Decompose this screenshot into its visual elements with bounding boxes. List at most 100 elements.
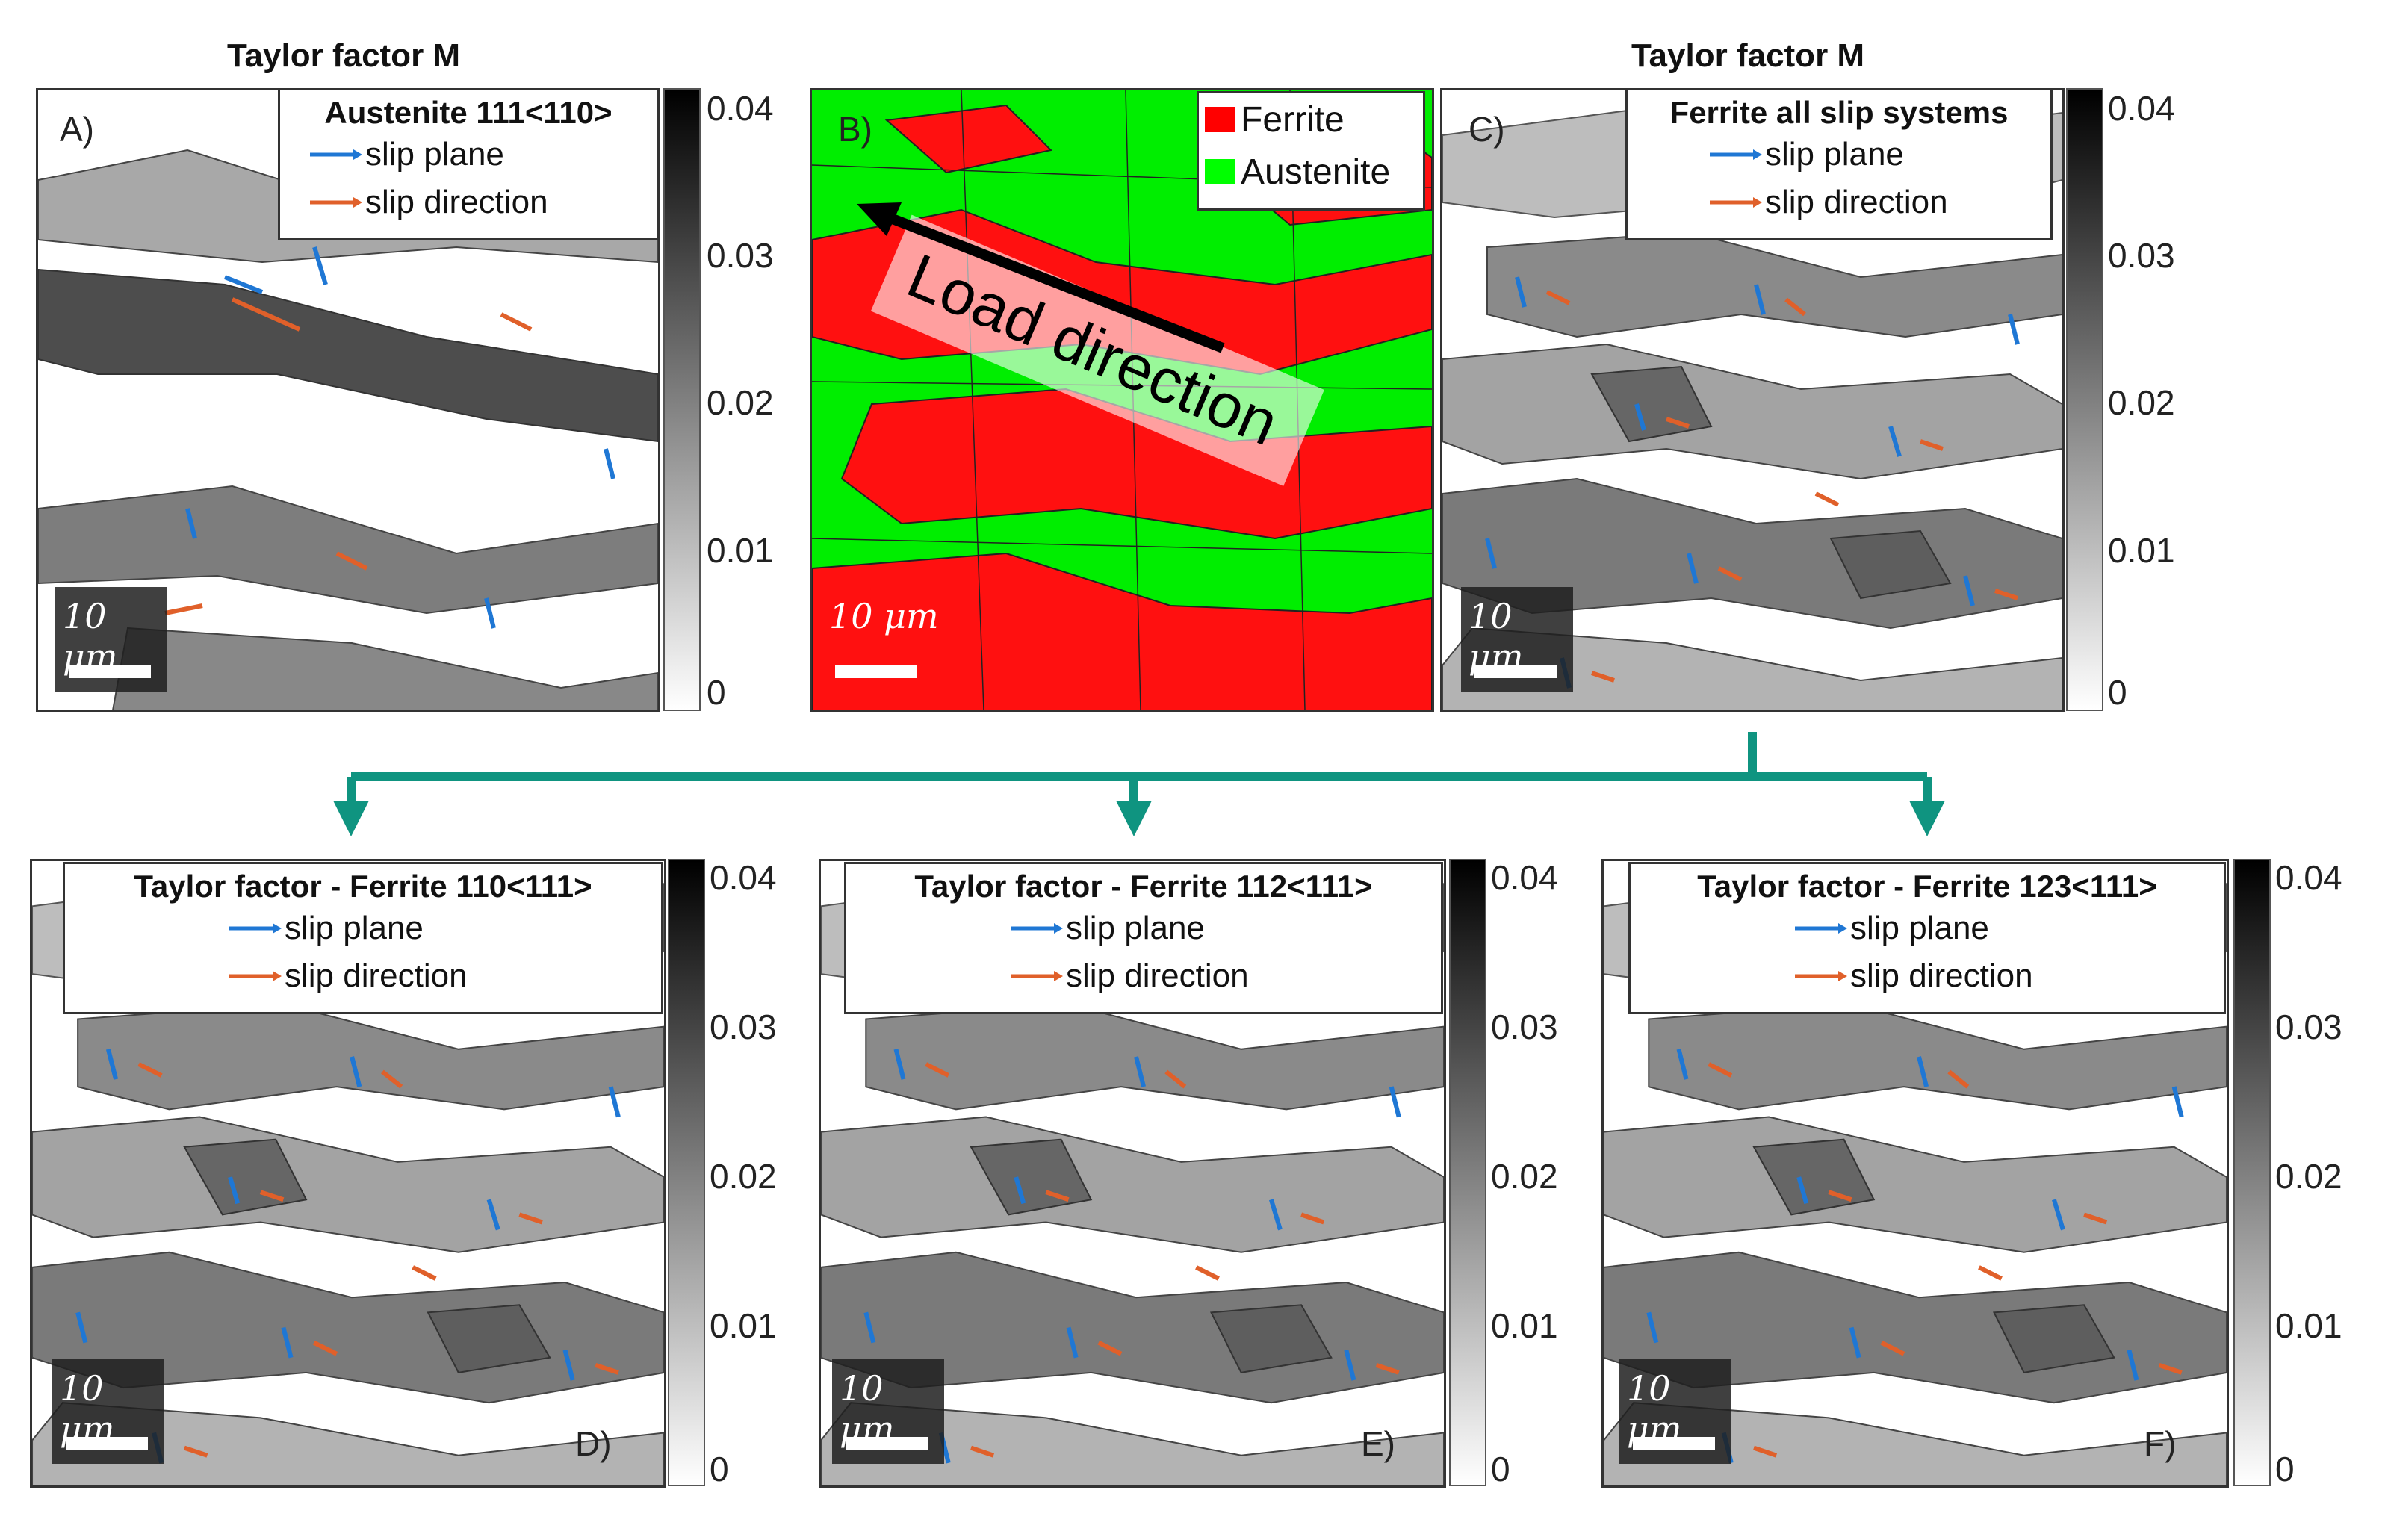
panel-f-legend: Taylor factor - Ferrite 123<111> slip pl… [1628,862,2226,1014]
orange-arrow-icon [229,971,282,981]
panel-c-colorbar [2066,88,2103,711]
panel-b-map: Load direction [810,88,1434,712]
panel-e-colorbar [1449,859,1486,1486]
arrow-down-e [1116,801,1152,836]
arrow-down-d [333,801,369,836]
scale-bar [835,665,917,678]
cb-f-tick-3: 0.01 [2275,1306,2342,1345]
cb-c-tick-3: 0.01 [2108,531,2175,570]
panel-c-legend: Ferrite all slip systems slip plane slip… [1625,88,2053,240]
connector-arrows [333,732,1945,836]
legend-slip-direction: slip direction [280,178,657,226]
panel-c-legend-title: Ferrite all slip systems [1669,95,2009,130]
legend-slip-plane-label: slip plane [1765,136,1904,173]
legend-slip-plane: slip plane [280,131,657,178]
legend-slip-direction-label: slip direction [1765,184,1948,220]
scale-label: 10 μm [829,596,939,636]
cb-f-tick-0: 0.04 [2275,858,2342,897]
phase-ferrite-label: Ferrite [1241,99,1345,140]
legend-slip-direction: slip direction [1631,952,2224,1000]
top-title-left: Taylor factor M [226,37,461,74]
legend-slip-direction-label: slip direction [285,957,468,994]
legend-slip-plane: slip plane [1631,904,2224,952]
cb-c-tick-4: 0 [2108,673,2127,712]
orange-arrow-icon [1011,971,1063,981]
phase-austenite-label: Austenite [1241,152,1391,192]
cb-a-tick-0: 0.04 [707,89,774,128]
legend-slip-direction: slip direction [846,952,1441,1000]
legend-slip-plane: slip plane [846,904,1441,952]
orange-arrow-icon [310,197,362,208]
panel-e-legend-title: Taylor factor - Ferrite 112<111> [914,869,1373,904]
cb-f-tick-4: 0 [2275,1450,2295,1488]
panel-c-letter: C) [1469,110,1505,149]
panel-d-legend: Taylor factor - Ferrite 110<111> slip pl… [63,862,663,1014]
cb-c-tick-2: 0.02 [2108,383,2175,422]
arrow-down-f [1909,801,1945,836]
panel-f-letter: F) [2144,1424,2177,1463]
cb-e-tick-3: 0.01 [1491,1306,1558,1345]
top-title-right: Taylor factor M [1631,37,1865,74]
load-direction-arrow [857,202,1225,353]
scale-bar [846,1437,928,1450]
blue-arrow-icon [229,923,282,934]
cb-d-tick-3: 0.01 [710,1306,777,1345]
legend-slip-direction-label: slip direction [1850,957,2033,994]
blue-arrow-icon [310,149,362,160]
phase-austenite: Austenite [1199,146,1423,198]
cb-a-tick-1: 0.03 [707,236,774,275]
cb-c-tick-0: 0.04 [2108,89,2175,128]
legend-slip-plane-label: slip plane [285,910,424,946]
blue-arrow-icon [1795,923,1847,934]
cb-e-tick-4: 0 [1491,1450,1510,1488]
panel-a-scalebar: 10 μm [55,587,167,692]
panel-f-colorbar [2233,859,2271,1486]
panel-b-scalebar: 10 μm [822,587,956,692]
legend-slip-plane-label: slip plane [365,136,504,173]
panel-d-colorbar [668,859,705,1486]
cb-e-tick-0: 0.04 [1491,858,1558,897]
austenite-swatch [1205,159,1235,184]
panel-e-scalebar: 10 μm [832,1359,944,1464]
panel-d-scalebar: 10 μm [52,1359,164,1464]
panel-b-letter: B) [838,110,872,149]
cb-a-tick-2: 0.02 [707,383,774,422]
panel-d-legend-title: Taylor factor - Ferrite 110<111> [134,869,592,904]
cb-a-tick-4: 0 [707,673,726,712]
phase-ferrite: Ferrite [1199,93,1423,146]
cb-e-tick-1: 0.03 [1491,1007,1558,1046]
scale-bar [69,665,151,678]
panel-b-phase-legend: Ferrite Austenite [1197,91,1425,211]
orange-arrow-icon [1795,971,1847,981]
legend-slip-direction: slip direction [65,952,661,1000]
panel-f-scalebar: 10 μm [1619,1359,1731,1464]
legend-slip-direction: slip direction [1628,178,2050,226]
cb-d-tick-0: 0.04 [710,858,777,897]
panel-f-legend-title: Taylor factor - Ferrite 123<111> [1697,869,2157,904]
legend-slip-plane-label: slip plane [1850,910,1989,946]
panel-e-legend: Taylor factor - Ferrite 112<111> slip pl… [844,862,1443,1014]
scale-bar [1633,1437,1715,1450]
cb-c-tick-1: 0.03 [2108,236,2175,275]
panel-a-legend-title: Austenite 111<110> [324,95,612,130]
legend-slip-plane: slip plane [65,904,661,952]
cb-f-tick-2: 0.02 [2275,1157,2342,1196]
panel-e-letter: E) [1361,1424,1395,1463]
cb-a-tick-3: 0.01 [707,531,774,570]
blue-arrow-icon [1710,149,1762,160]
cb-f-tick-1: 0.03 [2275,1007,2342,1046]
panel-a-colorbar [663,88,701,711]
panel-d-letter: D) [575,1424,612,1463]
legend-slip-plane-label: slip plane [1066,910,1205,946]
panel-a-letter: A) [60,110,94,149]
blue-arrow-icon [1011,923,1063,934]
panel-a-legend: Austenite 111<110> slip plane slip direc… [278,88,659,240]
panel-c-scalebar: 10 μm [1461,587,1573,692]
scale-bar [66,1437,148,1450]
cb-e-tick-2: 0.02 [1491,1157,1558,1196]
legend-slip-direction-label: slip direction [365,184,548,220]
legend-slip-direction-label: slip direction [1066,957,1249,994]
cb-d-tick-4: 0 [710,1450,729,1488]
ferrite-swatch [1205,107,1235,132]
orange-arrow-icon [1710,197,1762,208]
